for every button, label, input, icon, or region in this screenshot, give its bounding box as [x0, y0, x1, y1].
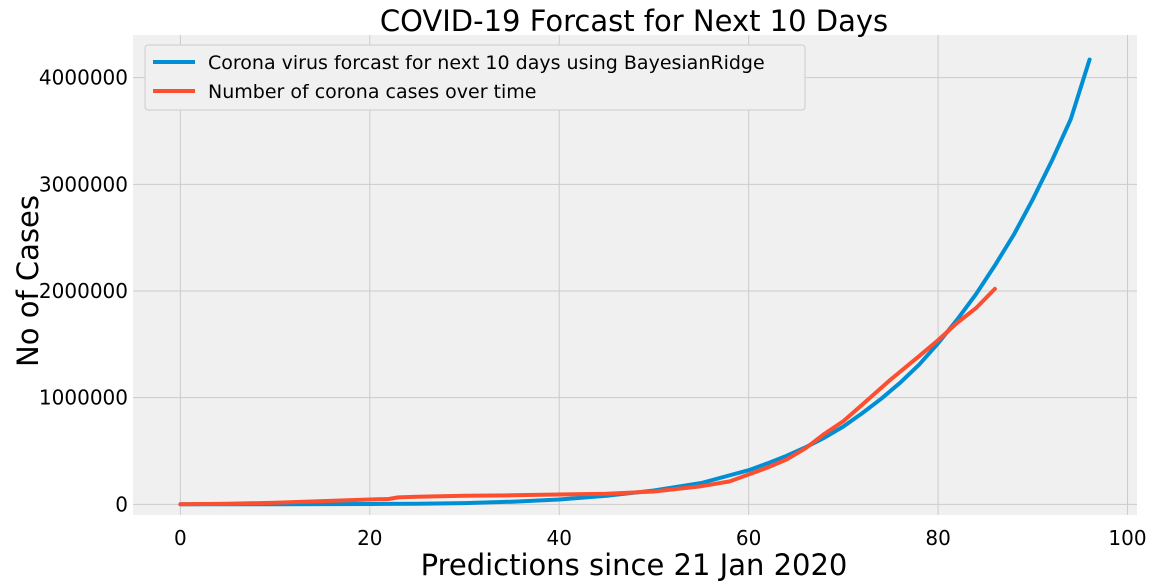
tick-labels: 0 20 40 60 80 100 0 1000000 2000000 3000000 400000…: [39, 66, 1147, 550]
y-tick-label: 1000000: [39, 386, 128, 410]
x-tick-label: 20: [357, 526, 382, 550]
x-tick-label: 60: [736, 526, 761, 550]
x-tick-label: 40: [546, 526, 571, 550]
legend-label-forecast: Corona virus forcast for next 10 days us…: [208, 52, 765, 74]
x-axis-label: Predictions since 21 Jan 2020: [421, 548, 848, 582]
series-line-1: [178, 286, 997, 507]
plot-area: [133, 35, 1137, 515]
legend: Corona virus forcast for next 10 days us…: [144, 44, 806, 111]
legend-label-cases: Number of corona cases over time: [208, 81, 536, 103]
series-layer: [178, 57, 1092, 507]
legend-box: [144, 44, 806, 111]
x-tick-label: 80: [925, 526, 950, 550]
y-tick-label: 4000000: [39, 66, 128, 90]
x-tick-label: 100: [1108, 526, 1146, 550]
y-tick-label: 2000000: [39, 279, 128, 303]
x-tick-label: 0: [174, 526, 187, 550]
y-axis-label: No of Cases: [11, 195, 45, 367]
y-tick-label: 3000000: [39, 172, 128, 196]
chart-title: COVID-19 Forcast for Next 10 Days: [380, 4, 888, 38]
y-tick-label: 0: [115, 492, 128, 516]
